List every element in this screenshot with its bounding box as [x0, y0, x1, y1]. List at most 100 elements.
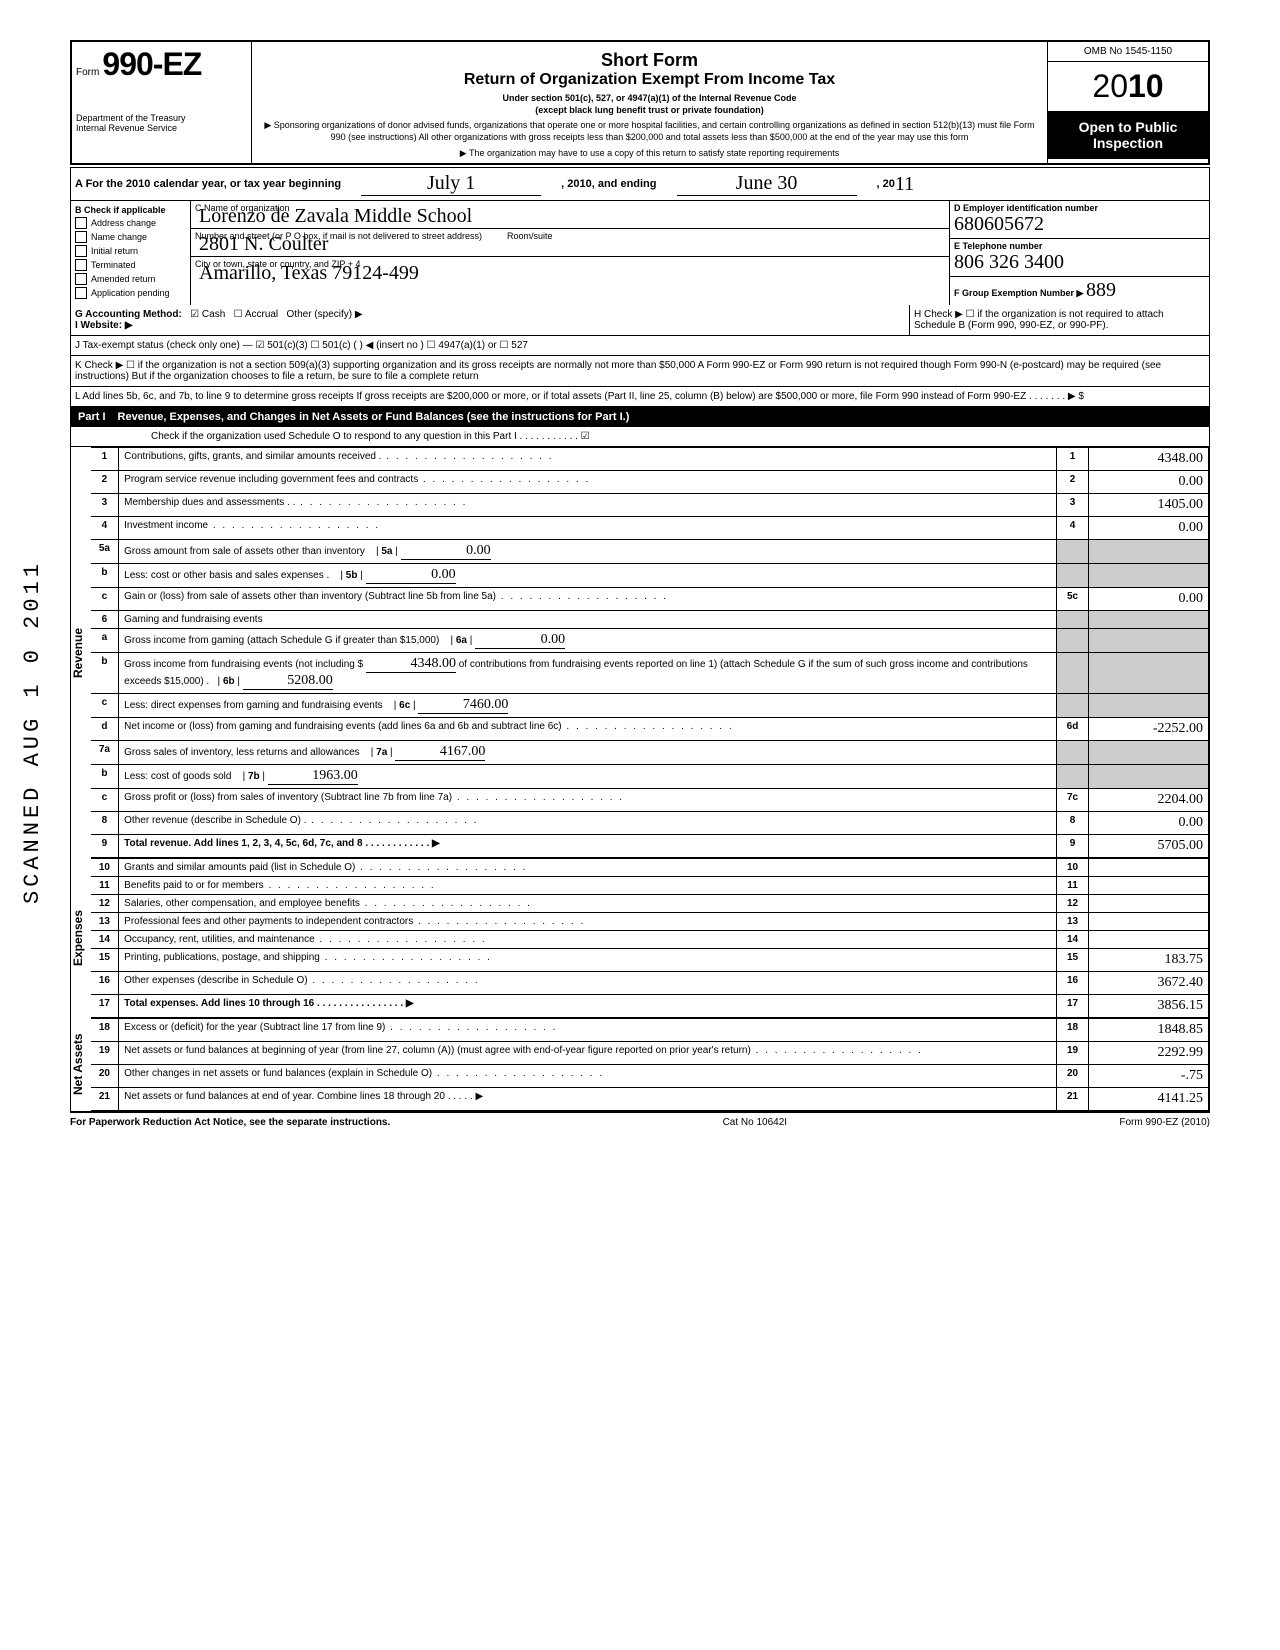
l11-rn: 11 — [1057, 877, 1089, 895]
col-b-header: B Check if applicable — [75, 205, 166, 215]
dept-irs: Internal Revenue Service — [76, 123, 247, 133]
form-number: 990-EZ — [102, 46, 201, 82]
l6a-desc: Gross income from gaming (attach Schedul… — [119, 629, 1057, 653]
l16-amt[interactable]: 3672.40 — [1089, 972, 1209, 995]
l17-amt[interactable]: 3856.15 — [1089, 995, 1209, 1018]
l10-no: 10 — [91, 859, 119, 877]
scanned-stamp: SCANNED AUG 1 0 2011 — [20, 560, 45, 904]
l5c-amt[interactable]: 0.00 — [1089, 588, 1209, 611]
l6d-no: d — [91, 718, 119, 741]
l6d-rn: 6d — [1057, 718, 1089, 741]
group-exemption-value[interactable]: 889 — [1086, 279, 1116, 301]
l8-rn: 8 — [1057, 812, 1089, 835]
l6b-shade2 — [1089, 653, 1209, 694]
l10-amt[interactable] — [1089, 859, 1209, 877]
chk-name-change[interactable] — [75, 231, 87, 243]
part1-num: Part I — [78, 411, 106, 423]
opt-initial-return: Initial return — [91, 246, 138, 256]
l12-amt[interactable] — [1089, 895, 1209, 913]
l19-desc: Net assets or fund balances at beginning… — [119, 1042, 1057, 1065]
l4-rn: 4 — [1057, 517, 1089, 540]
l10-rn: 10 — [1057, 859, 1089, 877]
l7b-shade2 — [1089, 765, 1209, 789]
l2-amt[interactable]: 0.00 — [1089, 471, 1209, 494]
l6b-shade — [1057, 653, 1089, 694]
l13-no: 13 — [91, 913, 119, 931]
opt-application-pending: Application pending — [91, 288, 170, 298]
l15-amt[interactable]: 183.75 — [1089, 949, 1209, 972]
l11-amt[interactable] — [1089, 877, 1209, 895]
part1-header: Part I Revenue, Expenses, and Changes in… — [70, 407, 1210, 427]
l5b-no: b — [91, 564, 119, 588]
l6c-no: c — [91, 694, 119, 718]
year-prefix: 20 — [1092, 68, 1128, 104]
l6d-amt[interactable]: -2252.00 — [1089, 718, 1209, 741]
org-city[interactable]: Amarillo, Texas 79124-499 — [199, 262, 419, 285]
l7c-desc: Gross profit or (loss) from sales of inv… — [119, 789, 1057, 812]
l14-no: 14 — [91, 931, 119, 949]
l5b-shade — [1057, 564, 1089, 588]
l8-amt[interactable]: 0.00 — [1089, 812, 1209, 835]
netassets-section: Net Assets 18Excess or (deficit) for the… — [70, 1018, 1210, 1112]
l1-amt[interactable]: 4348.00 — [1089, 448, 1209, 471]
schedule-b-check: H Check ▶ ☐ if the organization is not r… — [909, 305, 1209, 335]
tax-year-begin[interactable]: July 1 — [361, 172, 541, 196]
l18-desc: Excess or (deficit) for the year (Subtra… — [119, 1019, 1057, 1042]
header-note1: ▶ Sponsoring organizations of donor advi… — [262, 120, 1037, 143]
l21-amt[interactable]: 4141.25 — [1089, 1088, 1209, 1111]
chk-address-change[interactable] — [75, 217, 87, 229]
l3-no: 3 — [91, 494, 119, 517]
chk-terminated[interactable] — [75, 259, 87, 271]
l20-no: 20 — [91, 1065, 119, 1088]
l7a-no: 7a — [91, 741, 119, 765]
phone-value[interactable]: 806 326 3400 — [954, 251, 1064, 273]
l21-no: 21 — [91, 1088, 119, 1111]
accounting-cash[interactable]: Cash — [202, 309, 225, 320]
tax-year-end-yr[interactable]: 11 — [895, 173, 914, 196]
l6-shade — [1057, 611, 1089, 629]
org-address[interactable]: 2801 N. Coulter — [199, 233, 328, 256]
l14-amt[interactable] — [1089, 931, 1209, 949]
l4-amt[interactable]: 0.00 — [1089, 517, 1209, 540]
l17-desc: Total expenses. Add lines 10 through 16 … — [119, 995, 1057, 1018]
part1-title: Revenue, Expenses, and Changes in Net As… — [118, 411, 630, 423]
l13-desc: Professional fees and other payments to … — [119, 913, 1057, 931]
l6c-shade — [1057, 694, 1089, 718]
l16-desc: Other expenses (describe in Schedule O) — [119, 972, 1057, 995]
chk-application-pending[interactable] — [75, 287, 87, 299]
l16-no: 16 — [91, 972, 119, 995]
l7c-amt[interactable]: 2204.00 — [1089, 789, 1209, 812]
l3-desc: Membership dues and assessments . . — [119, 494, 1057, 517]
l1-rn: 1 — [1057, 448, 1089, 471]
section-bcde: B Check if applicable Address change Nam… — [70, 201, 1210, 305]
accounting-other[interactable]: Other (specify) ▶ — [287, 309, 363, 320]
chk-initial-return[interactable] — [75, 245, 87, 257]
l12-desc: Salaries, other compensation, and employ… — [119, 895, 1057, 913]
room-label: Room/suite — [507, 231, 553, 241]
footer-right: Form 990-EZ (2010) — [1119, 1117, 1210, 1128]
l9-no: 9 — [91, 835, 119, 858]
org-name[interactable]: Lorenzo de Zavala Middle School — [199, 205, 472, 228]
line-a: A For the 2010 calendar year, or tax yea… — [70, 167, 1210, 201]
ein-label: D Employer identification number — [954, 203, 1098, 213]
l13-amt[interactable] — [1089, 913, 1209, 931]
l18-amt[interactable]: 1848.85 — [1089, 1019, 1209, 1042]
line-a-label: A For the 2010 calendar year, or tax yea… — [75, 178, 341, 190]
dept-treasury: Department of the Treasury — [76, 113, 247, 123]
l3-amt[interactable]: 1405.00 — [1089, 494, 1209, 517]
opt-name-change: Name change — [91, 232, 147, 242]
l19-amt[interactable]: 2292.99 — [1089, 1042, 1209, 1065]
tax-year-end[interactable]: June 30 — [677, 172, 857, 196]
l9-amt[interactable]: 5705.00 — [1089, 835, 1209, 858]
accounting-accrual[interactable]: Accrual — [245, 309, 278, 320]
l14-rn: 14 — [1057, 931, 1089, 949]
l2-no: 2 — [91, 471, 119, 494]
l20-amt[interactable]: -.75 — [1089, 1065, 1209, 1088]
l7c-no: c — [91, 789, 119, 812]
row-l: L Add lines 5b, 6c, and 7b, to line 9 to… — [70, 387, 1210, 407]
chk-amended-return[interactable] — [75, 273, 87, 285]
ein-value[interactable]: 680605672 — [954, 213, 1044, 235]
l6a-no: a — [91, 629, 119, 653]
l5a-shade2 — [1089, 540, 1209, 564]
l5a-shade — [1057, 540, 1089, 564]
